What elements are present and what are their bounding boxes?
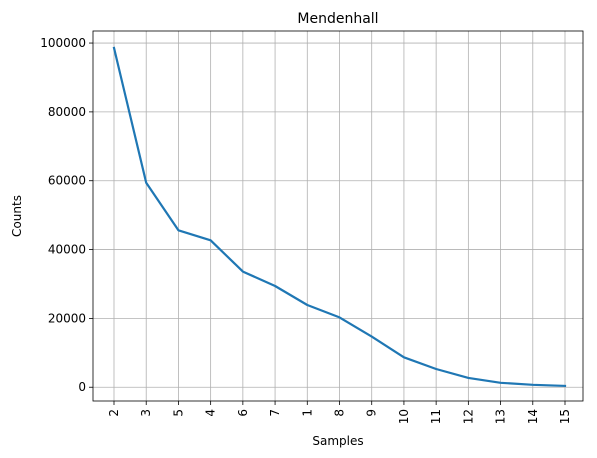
x-tick-label: 11 xyxy=(429,409,443,424)
x-axis-ticks: 2 3 5 4 6 7 1 8 9 10 11 12 13 14 15 xyxy=(107,401,572,424)
x-tick-label: 3 xyxy=(139,409,153,417)
y-tick-label: 100000 xyxy=(40,36,86,50)
y-tick-label: 0 xyxy=(78,380,86,394)
x-tick-label: 12 xyxy=(461,409,475,424)
series-line xyxy=(112,46,567,388)
x-tick-label: 4 xyxy=(204,409,218,417)
x-tick-label: 10 xyxy=(397,409,411,424)
series-layer xyxy=(112,46,567,388)
x-tick-label: 13 xyxy=(494,409,508,424)
x-tick-label: 9 xyxy=(365,409,379,417)
x-tick-label: 8 xyxy=(333,409,347,417)
plot-frame xyxy=(92,30,584,402)
x-tick-label: 14 xyxy=(526,409,540,424)
x-tick-label: 2 xyxy=(107,409,121,417)
x-axis-label: Samples xyxy=(312,434,363,448)
grid xyxy=(93,31,583,401)
y-tick-label: 60000 xyxy=(48,174,86,188)
x-tick-label: 7 xyxy=(268,409,282,417)
y-tick-label: 40000 xyxy=(48,243,86,257)
y-tick-label: 80000 xyxy=(48,105,86,119)
y-tick-label: 20000 xyxy=(48,311,86,325)
x-tick-label: 15 xyxy=(558,409,572,424)
chart-title: Mendenhall xyxy=(297,11,378,27)
y-axis-ticks: 0 20000 40000 60000 80000 100000 xyxy=(40,36,93,394)
x-tick-label: 6 xyxy=(236,409,250,417)
y-axis-label: Counts xyxy=(10,195,24,237)
x-tick-label: 5 xyxy=(171,409,185,417)
x-tick-label: 1 xyxy=(300,409,314,417)
